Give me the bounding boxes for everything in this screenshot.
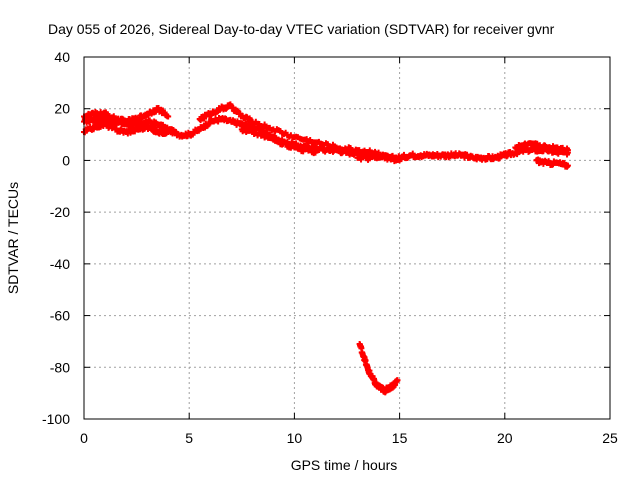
data-point-interp <box>275 136 282 143</box>
data-point <box>564 162 571 169</box>
y-tick-label: 0 <box>62 152 70 168</box>
y-tick-label: -20 <box>50 204 70 220</box>
y-tick-label: -40 <box>50 256 70 272</box>
chart-title: Day 055 of 2026, Sidereal Day-to-day VTE… <box>48 21 555 37</box>
y-tick-label: -60 <box>50 308 70 324</box>
data-point-interp <box>259 131 266 138</box>
data-point <box>375 149 382 156</box>
x-tick-label: 5 <box>185 430 193 446</box>
data-point <box>165 128 172 135</box>
grid <box>84 57 610 419</box>
data-point <box>396 157 403 164</box>
x-axis-label: GPS time / hours <box>291 457 398 473</box>
data-point <box>165 113 172 120</box>
y-tick-label: 20 <box>54 101 70 117</box>
plot-frame <box>83 56 611 420</box>
y-tick-label: -100 <box>42 411 70 427</box>
x-tick-label: 0 <box>80 430 88 446</box>
data-point-interp <box>282 140 289 147</box>
x-tick-label: 10 <box>287 430 303 446</box>
x-tick-label: 15 <box>392 430 408 446</box>
y-tick-label: 40 <box>54 49 70 65</box>
x-tick-label: 25 <box>602 430 618 446</box>
data-point <box>564 147 571 154</box>
y-tick-label: -80 <box>50 359 70 375</box>
data-point-interp <box>307 136 314 143</box>
data-points <box>81 101 571 396</box>
data-point <box>312 149 319 156</box>
x-tick-label: 20 <box>497 430 513 446</box>
data-point-interp <box>261 121 268 128</box>
data-point <box>394 377 401 384</box>
axis-ticks: 0 5 10 15 20 25 40 20 0 -20 -40 -60 -80 -100 <box>42 49 618 446</box>
data-point-interp <box>328 145 335 152</box>
y-axis-label: SDTVAR / TECUs <box>5 182 21 294</box>
